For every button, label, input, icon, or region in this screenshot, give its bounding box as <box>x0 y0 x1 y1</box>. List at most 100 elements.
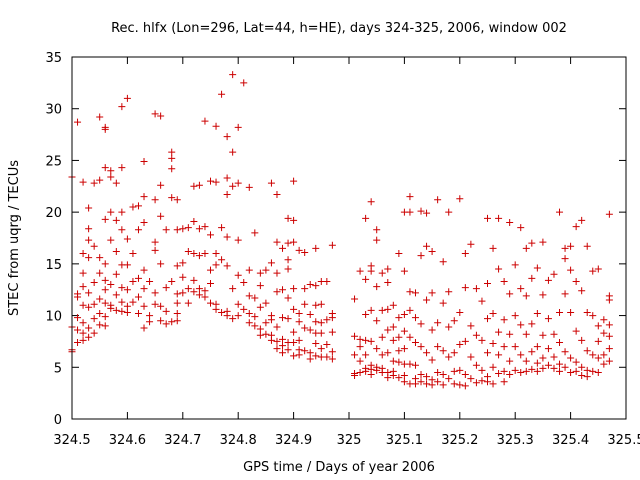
data-point <box>256 325 264 333</box>
data-point <box>395 333 403 341</box>
data-point <box>600 329 608 337</box>
data-point <box>179 289 187 297</box>
data-point <box>450 349 458 357</box>
data-point <box>256 269 264 277</box>
data-point <box>356 343 364 351</box>
x-tick-label: 325 <box>337 433 362 448</box>
data-point <box>90 329 98 337</box>
data-point <box>245 310 253 318</box>
data-point <box>140 302 148 310</box>
data-point <box>400 267 408 275</box>
data-point <box>533 359 541 367</box>
data-point <box>101 286 109 294</box>
data-point <box>234 179 242 187</box>
data-point <box>456 308 464 316</box>
data-point <box>373 283 381 291</box>
data-point <box>561 290 569 298</box>
data-point <box>290 238 298 246</box>
data-point <box>500 367 508 375</box>
data-point <box>284 256 292 264</box>
data-point <box>434 343 442 351</box>
data-point <box>240 278 248 286</box>
data-point <box>201 293 209 301</box>
data-point <box>112 179 120 187</box>
data-point <box>423 380 431 388</box>
data-point <box>417 207 425 215</box>
data-point <box>445 353 453 361</box>
data-point <box>107 236 115 244</box>
data-point <box>495 369 503 377</box>
data-point <box>229 148 237 156</box>
x-tick-label: 325.2 <box>441 433 478 448</box>
data-point <box>356 335 364 343</box>
data-point <box>439 381 447 389</box>
data-point <box>157 317 165 325</box>
data-point <box>484 315 491 323</box>
data-point <box>567 266 575 274</box>
data-point <box>367 306 375 314</box>
data-point <box>123 235 131 243</box>
data-point <box>251 313 259 321</box>
data-point <box>85 236 93 244</box>
data-point <box>367 371 375 379</box>
data-point <box>561 255 569 263</box>
data-point <box>594 368 602 376</box>
data-point <box>195 225 203 233</box>
data-point <box>439 299 447 307</box>
data-point <box>389 301 397 309</box>
data-point <box>251 294 259 302</box>
data-point <box>417 371 425 379</box>
data-point <box>467 375 475 383</box>
data-point <box>578 372 586 380</box>
data-point <box>478 297 486 305</box>
data-point <box>301 248 309 256</box>
data-point <box>484 280 491 288</box>
y-tick-label: 15 <box>45 258 62 273</box>
data-point <box>561 244 569 252</box>
data-point <box>362 214 370 222</box>
y-tick-label: 0 <box>54 413 62 428</box>
data-point <box>467 240 475 248</box>
data-point <box>96 176 104 184</box>
data-point <box>279 349 287 357</box>
data-point <box>184 247 192 255</box>
data-point <box>417 320 425 328</box>
data-point <box>295 310 303 318</box>
data-point <box>123 286 131 294</box>
data-point <box>495 265 503 273</box>
data-point <box>79 178 87 186</box>
data-point <box>129 298 137 306</box>
data-point <box>328 348 336 356</box>
data-point <box>190 182 198 190</box>
data-point <box>134 293 142 301</box>
data-point <box>445 323 453 331</box>
data-point <box>96 254 104 262</box>
data-point <box>207 299 214 307</box>
data-point <box>301 300 309 308</box>
data-point <box>179 273 187 281</box>
data-point <box>79 329 87 337</box>
data-point <box>107 281 115 289</box>
data-point <box>461 284 469 292</box>
data-point <box>378 306 386 314</box>
data-point <box>245 183 253 191</box>
data-point <box>533 310 541 318</box>
data-point <box>567 368 575 376</box>
data-point <box>273 345 281 353</box>
data-point <box>112 306 120 314</box>
data-point <box>583 366 591 374</box>
data-point <box>389 372 397 380</box>
data-point <box>533 367 541 375</box>
data-point <box>240 79 248 87</box>
data-point <box>445 375 453 383</box>
data-point <box>284 239 292 247</box>
data-points <box>68 71 613 390</box>
data-point <box>190 288 198 296</box>
data-point <box>168 154 176 162</box>
data-point <box>207 231 214 239</box>
data-point <box>572 277 580 285</box>
data-point <box>101 299 109 307</box>
data-point <box>223 174 231 182</box>
data-point <box>140 266 148 274</box>
data-point <box>484 349 491 357</box>
